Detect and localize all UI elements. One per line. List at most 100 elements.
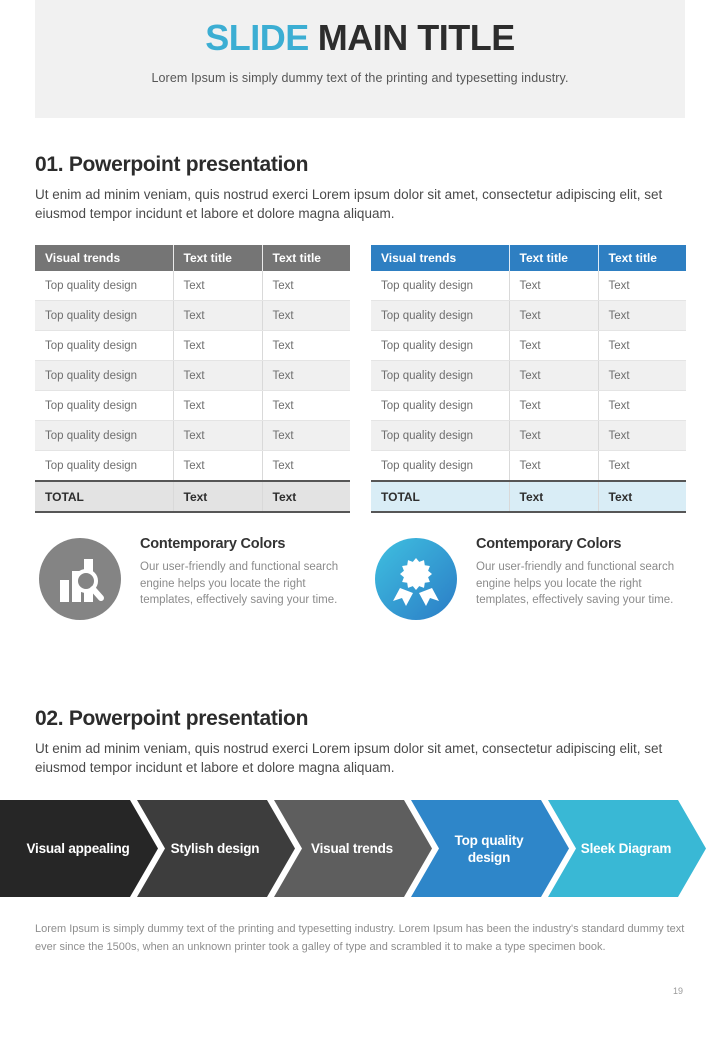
total-cell: Text [172, 480, 262, 513]
total-cell: Text [508, 480, 598, 513]
diagram-step-label: Visual trends [311, 841, 393, 856]
chevron-step-shape [0, 800, 158, 897]
table-cell: Top quality design [371, 390, 509, 421]
table-row: Top quality design Text Text [371, 330, 686, 361]
table-cell: Text [597, 330, 686, 361]
table-row: Top quality design Text Text [371, 360, 686, 391]
section-01-heading: 01. Powerpoint presentation [35, 153, 309, 176]
page-title-rest: MAIN TITLE [317, 17, 515, 58]
table-row: Top quality design Text Text [35, 450, 350, 482]
total-row: TOTAL Text Text [35, 480, 350, 513]
award-ribbon-icon [375, 538, 457, 620]
table-cell: Text [172, 300, 262, 331]
table-cell: Text [172, 390, 262, 421]
feature-left: Contemporary Colors Our user-friendly an… [35, 534, 350, 620]
feature-title: Contemporary Colors [476, 536, 622, 552]
table-cell: Text [508, 390, 598, 421]
table-cell: Top quality design [35, 330, 173, 361]
table-cell: Top quality design [371, 450, 509, 482]
diagram-step-label: Visual appealing [26, 841, 130, 856]
total-cell: Text [597, 480, 686, 513]
table-cell: Top quality design [371, 271, 509, 301]
table-row: Top quality design Text Text [371, 271, 686, 301]
table-gray-footer: TOTAL Text Text [35, 480, 350, 513]
table-cell: Text [597, 390, 686, 421]
table-cell: Text [597, 300, 686, 331]
diagram-step-label: Top quality design [454, 832, 524, 865]
section-02-heading: 02. Powerpoint presentation [35, 707, 309, 730]
table-header-cell: Text title [597, 245, 686, 271]
table-row: Top quality design Text Text [371, 390, 686, 421]
table-cell: Text [261, 450, 350, 482]
total-cell: TOTAL [35, 480, 173, 513]
table-gray-header: Visual trends Text title Text title [35, 245, 350, 271]
table-cell: Text [261, 360, 350, 391]
chevron-step-shape [548, 800, 706, 897]
table-cell: Top quality design [35, 360, 173, 391]
table-blue-footer: TOTAL Text Text [371, 480, 686, 513]
tables-row: Visual trends Text title Text title Top … [35, 245, 686, 513]
features-row: Contemporary Colors Our user-friendly an… [35, 534, 686, 620]
table-cell: Text [597, 360, 686, 391]
table-gray-body: Top quality design Text Text Top quality de… [35, 271, 350, 482]
page-subtitle: Lorem Ipsum is simply dummy text of the … [151, 71, 569, 85]
chevron-step-shape [274, 800, 432, 897]
table-cell: Text [508, 300, 598, 331]
table-cell: Top quality design [371, 330, 509, 361]
total-cell: Text [261, 480, 350, 513]
table-cell: Text [597, 450, 686, 482]
chevron-step-shape [137, 800, 295, 897]
section-02: 02. Powerpoint presentation Ut enim ad m… [35, 707, 685, 777]
table-header-cell: Text title [261, 245, 350, 271]
table-cell: Top quality design [371, 300, 509, 331]
table-blue-body: Top quality design Text Text Top quality de… [371, 271, 686, 482]
page-title: SLIDE MAIN TITLE [35, 0, 685, 56]
total-cell: TOTAL [371, 480, 509, 513]
table-cell: Top quality design [35, 420, 173, 451]
total-row: TOTAL Text Text [371, 480, 686, 513]
table-cell: Text [597, 420, 686, 451]
table-cell: Text [508, 450, 598, 482]
section-01: 01. Powerpoint presentation Ut enim ad m… [35, 153, 685, 223]
table-cell: Text [508, 360, 598, 391]
table-cell: Text [172, 271, 262, 301]
table-cell: Text [172, 360, 262, 391]
table-row: Top quality design Text Text [35, 271, 350, 301]
table-cell: Top quality design [35, 390, 173, 421]
footer-text: Lorem Ipsum is simply dummy text of the … [35, 923, 685, 953]
table-cell: Top quality design [371, 360, 509, 391]
process-diagram: Visual appealing Stylish design Visual t… [0, 800, 720, 897]
feature-right: Contemporary Colors Our user-friendly an… [371, 534, 686, 620]
feature-title: Contemporary Colors [140, 536, 286, 552]
table-gray: Visual trends Text title Text title Top … [35, 245, 350, 513]
table-cell: Top quality design [35, 450, 173, 482]
section-01-body: Ut enim ad minim veniam, quis nostrud ex… [35, 187, 663, 221]
table-row: Top quality design Text Text [371, 450, 686, 482]
page-title-accent: SLIDE [205, 17, 309, 58]
table-cell: Text [261, 300, 350, 331]
table-row: Top quality design Text Text [371, 420, 686, 451]
table-header-cell: Text title [172, 245, 262, 271]
section-02-body: Ut enim ad minim veniam, quis nostrud ex… [35, 741, 663, 775]
table-header-cell: Visual trends [35, 245, 173, 271]
table-header-cell: Text title [508, 245, 598, 271]
feature-right-text: Contemporary Colors Our user-friendly an… [476, 534, 682, 609]
table-cell: Text [261, 330, 350, 361]
feature-body: Our user-friendly and functional search … [140, 561, 339, 606]
table-row: Top quality design Text Text [35, 390, 350, 421]
table-cell: Text [261, 420, 350, 451]
table-cell: Top quality design [35, 271, 173, 301]
table-blue-header: Visual trends Text title Text title [371, 245, 686, 271]
table-cell: Text [172, 450, 262, 482]
page-number: 19 [672, 986, 683, 996]
table-row: Top quality design Text Text [35, 420, 350, 451]
table-header-row: Visual trends Text title Text title [371, 245, 686, 271]
table-cell: Text [172, 420, 262, 451]
feature-body: Our user-friendly and functional search … [476, 561, 675, 606]
bar-chart-search-icon [39, 538, 121, 620]
table-cell: Top quality design [35, 300, 173, 331]
feature-left-text: Contemporary Colors Our user-friendly an… [140, 534, 346, 609]
table-row: Top quality design Text Text [371, 300, 686, 331]
table-row: Top quality design Text Text [35, 360, 350, 391]
